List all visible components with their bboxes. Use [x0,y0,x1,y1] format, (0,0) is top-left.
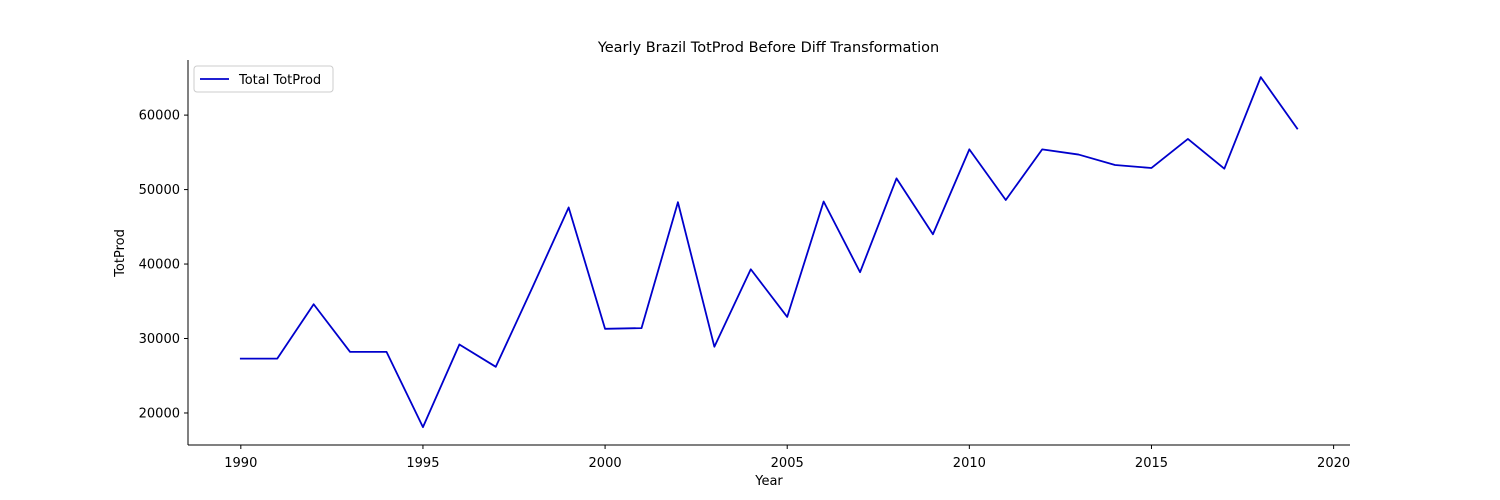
legend: Total TotProd [193,65,334,93]
x-tick-label: 2005 [771,456,804,471]
chart-title: Yearly Brazil TotProd Before Diff Transf… [597,40,939,56]
x-tick-label: 2020 [1317,456,1350,471]
y-tick-label: 60000 [139,109,180,124]
x-tick-label: 2010 [953,456,986,471]
series-line [239,76,1299,429]
y-axis-ticks: 20000 30000 40000 50000 60000 [139,109,188,421]
y-tick-label: 40000 [139,258,180,273]
y-tick-label: 20000 [139,406,180,421]
x-tick-label: 1995 [406,456,439,471]
x-axis-ticks: 1990 1995 2000 2005 2010 2015 2020 [224,445,1350,471]
legend-box [193,65,334,93]
y-axis-label: TotProd [113,229,128,278]
x-tick-label: 1990 [224,456,257,471]
x-tick-label: 2000 [589,456,622,471]
y-tick-label: 30000 [139,332,180,347]
legend-label: Total TotProd [238,73,321,88]
y-tick-label: 50000 [139,183,180,198]
series-layer [239,76,1299,429]
x-tick-label: 2015 [1135,456,1168,471]
x-axis-label: Year [754,474,783,489]
